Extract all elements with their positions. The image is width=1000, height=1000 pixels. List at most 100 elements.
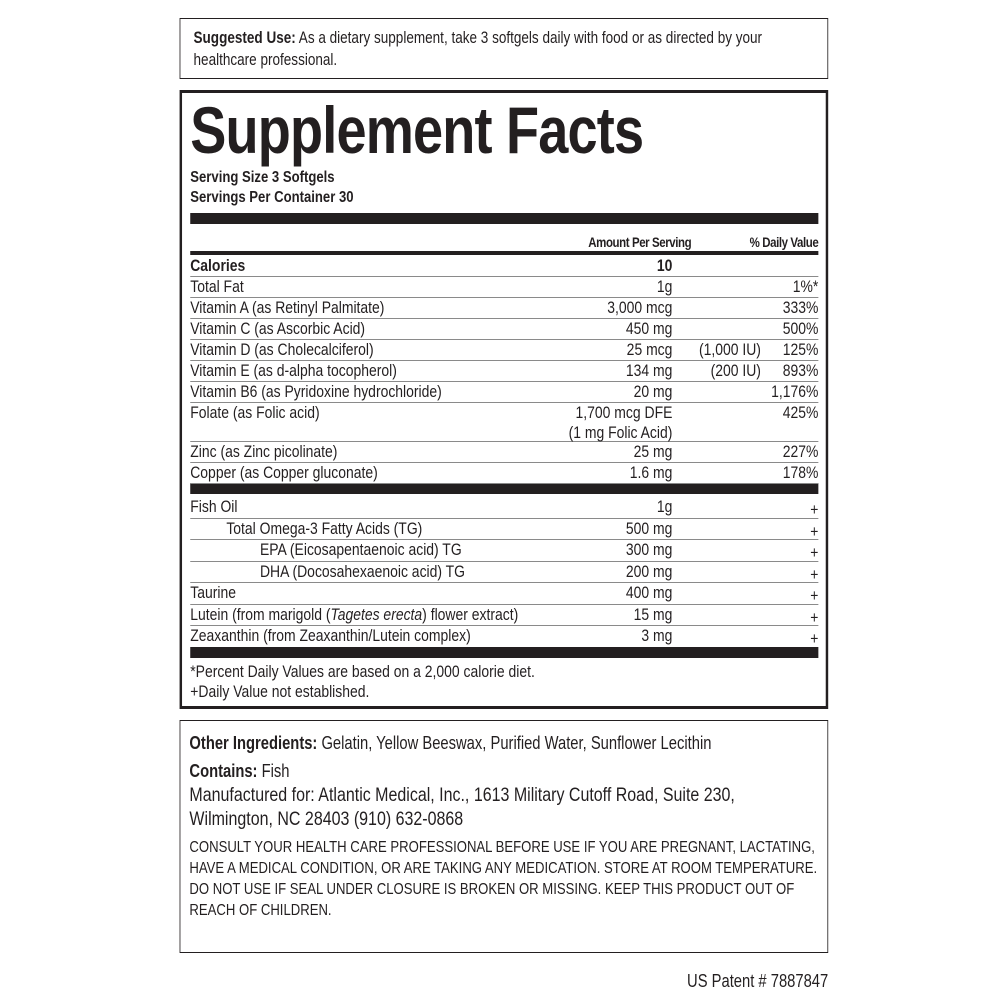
calories-row: Calories 10 (190, 256, 819, 277)
nutrient-name: Vitamin B6 (as Pyridoxine hydrochloride) (190, 382, 442, 401)
contains: Contains: Fish (189, 759, 818, 783)
ingredient-row: Taurine 400 mg + (190, 583, 819, 605)
suggested-use-box: Suggested Use: As a dietary supplement, … (179, 18, 829, 79)
nutrient-name: Vitamin C (as Ascorbic Acid) (190, 319, 366, 338)
other-ingredients-text: Gelatin, Yellow Beeswax, Purified Water,… (317, 733, 712, 753)
calories-value: 10 (656, 256, 673, 275)
ingredient-row: Lutein (from marigold (Tagetes erecta) f… (190, 604, 819, 627)
ingredient-amount: 15 mg (633, 604, 673, 624)
amount-line: 3,000 mcg (607, 298, 673, 317)
nutrient-row: Copper (as Copper gluconate) 1.6 mg 178% (190, 463, 819, 484)
amount-line: 25 mcg (626, 340, 673, 359)
ingredient-name: EPA (Eicosapentaenoic acid) TG (259, 540, 462, 559)
ingredient-amount: 3 mg (641, 626, 673, 645)
ingredient-row: DHA (Docosahexaenoic acid) TG 200 mg + (190, 561, 819, 584)
amount-header: Amount Per Serving (588, 234, 692, 250)
warning: CONSULT YOUR HEALTH CARE PROFESSIONAL BE… (189, 839, 818, 919)
nutrient-dv: 333% (782, 298, 819, 317)
divider-thick (190, 483, 819, 494)
name-part: Lutein (from marigold ( (190, 604, 331, 624)
nutrient-amount: 1g (657, 277, 673, 297)
ingredient-name: Total Omega-3 Fatty Acids (TG) (226, 518, 423, 538)
name-italic: Tagetes erecta (330, 604, 423, 624)
ingredient-dv: + (810, 500, 819, 519)
nutrient-row: Vitamin A (as Retinyl Palmitate) 3,000 mc… (190, 298, 819, 319)
nutrient-amount: 25 mg (634, 442, 673, 462)
footnote-plus: +Daily Value not established. (190, 682, 370, 701)
nutrient-name: Folate (as Folic acid) (190, 403, 320, 422)
divider-thick (190, 647, 819, 658)
ingredient-name: Lutein (from marigold (Tagetes erecta) f… (190, 605, 518, 625)
amount-line: 25 mg (633, 442, 673, 461)
facts-title: Supplement Facts (190, 93, 644, 167)
amount-line: 450 mg (625, 319, 673, 338)
ingredient-row: Fish Oil 1g + (190, 497, 819, 519)
nutrient-amount: 25 mcg (627, 340, 673, 360)
other-info-box: Other Ingredients: Gelatin, Yellow Beesw… (179, 720, 829, 953)
calories-label: Calories (190, 256, 246, 275)
ingredient-amount: 200 mg (625, 561, 673, 581)
nutrient-row: Total Fat 1g 1%* (190, 277, 819, 298)
nutrient-name: Copper (as Copper gluconate) (190, 463, 378, 482)
ingredient-amount: 1g (656, 497, 673, 516)
ingredient-name: Fish Oil (190, 497, 238, 516)
ingredient-dv: + (810, 521, 819, 541)
nutrient-dv: 1%* (792, 277, 819, 296)
ingredient-row: Total Omega-3 Fatty Acids (TG) 500 mg + (190, 518, 819, 541)
amount-line: 1g (656, 277, 673, 296)
other-ingredients: Other Ingredients: Gelatin, Yellow Beesw… (189, 731, 818, 755)
ingredient-amount: 500 mg (625, 518, 673, 538)
nutrient-row: Vitamin E (as d-alpha tocopherol) 134 mg (… (190, 361, 819, 382)
nutrient-dv: 500% (782, 319, 819, 338)
nutrient-amount: 1.6 mg (630, 463, 673, 483)
dv-header: % Daily Value (749, 234, 819, 250)
ingredient-name: Zeaxanthin (from Zeaxanthin/Lutein compl… (190, 626, 471, 645)
ingredient-dv: + (810, 607, 819, 627)
ingredient-dv: + (810, 586, 819, 605)
ingredient-name: DHA (Docosahexaenoic acid) TG (259, 561, 466, 581)
ingredient-dv: + (810, 564, 819, 584)
ingredient-amount: 400 mg (625, 583, 673, 602)
nutrient-dv: 125% (782, 340, 819, 359)
nutrient-row: Vitamin C (as Ascorbic Acid) 450 mg 500% (190, 319, 819, 340)
nutrient-name: Zinc (as Zinc picolinate) (190, 442, 338, 461)
serving-size: Serving Size 3 Softgels (190, 169, 335, 186)
amount-line: (1 mg Folic Acid) (568, 423, 673, 442)
name-part: ) flower extract) (422, 604, 519, 624)
ingredient-row: EPA (Eicosapentaenoic acid) TG 300 mg + (190, 540, 819, 562)
nutrient-dv: 227% (782, 442, 819, 461)
suggested-use-text: As a dietary supplement, take 3 softgels… (193, 29, 763, 69)
ingredient-dv: + (810, 629, 819, 648)
patent-number: US Patent # 7887847 (687, 971, 829, 991)
nutrient-name: Total Fat (190, 277, 244, 296)
ingredient-dv: + (810, 543, 819, 562)
nutrient-dv: 178% (782, 463, 819, 482)
nutrient-row: Folate (as Folic acid) 1,700 mcg DFE (1 mg… (190, 403, 819, 443)
nutrient-iu: (200 IU) (710, 361, 761, 380)
nutrient-row: Vitamin D (as Cholecalciferol) 25 mcg (1,0… (190, 340, 819, 361)
other-ingredients-label: Other Ingredients: (189, 733, 318, 753)
nutrient-row: Zinc (as Zinc picolinate) 25 mg 227% (190, 442, 819, 463)
nutrient-name: Vitamin D (as Cholecalciferol) (190, 340, 374, 359)
contains-label: Contains: (189, 761, 258, 781)
amount-line: 1.6 mg (629, 463, 673, 482)
supplement-facts-panel: Supplement Facts Serving Size 3 Softgels… (179, 90, 829, 709)
nutrient-amount: 134 mg (626, 361, 672, 381)
servings-per-container: Servings Per Container 30 (190, 189, 354, 206)
nutrient-dv: 893% (782, 361, 819, 380)
contains-text: Fish (257, 761, 290, 781)
nutrient-amount: 450 mg (626, 319, 672, 339)
nutrient-dv: 1,176% (771, 382, 819, 401)
column-header: Amount Per Serving % Daily Value (190, 232, 819, 255)
ingredient-name: Taurine (190, 583, 236, 602)
ingredient-amount: 300 mg (625, 540, 673, 559)
nutrient-amount: 1,700 mcg DFE (1 mg Folic Acid) (569, 403, 673, 443)
amount-line: 134 mg (625, 361, 673, 380)
footnote-dv: *Percent Daily Values are based on a 2,0… (190, 662, 535, 681)
divider-thick (190, 213, 819, 224)
nutrient-name: Vitamin E (as d-alpha tocopherol) (190, 361, 397, 380)
nutrient-name: Vitamin A (as Retinyl Palmitate) (190, 298, 385, 317)
nutrient-amount: 3,000 mcg (607, 298, 672, 318)
nutrient-row: Vitamin B6 (as Pyridoxine hydrochloride)… (190, 382, 819, 403)
nutrient-iu: (1,000 IU) (698, 340, 761, 359)
